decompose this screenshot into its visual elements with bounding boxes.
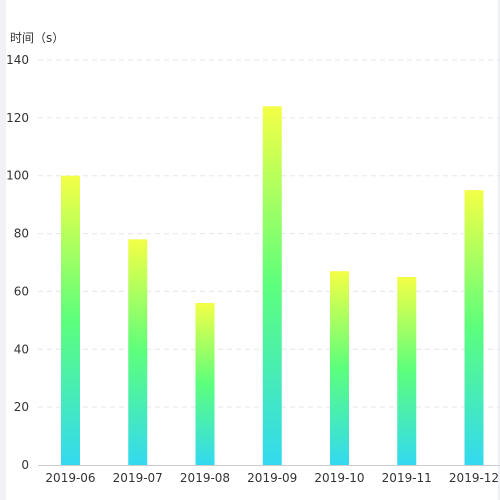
left-border: [0, 0, 6, 500]
bars: [61, 106, 484, 466]
y-tick-label: 20: [14, 400, 29, 414]
y-axis-title: 时间（s）: [10, 31, 64, 45]
y-tick-label: 40: [14, 342, 29, 356]
x-tick-label: 2019-12: [449, 471, 499, 485]
grid-layer: [38, 59, 500, 466]
bar-2019-12[interactable]: [464, 190, 484, 465]
y-tick-label: 100: [6, 169, 29, 183]
bar-2019-10[interactable]: [330, 271, 349, 465]
bar-2019-09[interactable]: [262, 106, 282, 466]
y-tick-label: 120: [6, 111, 29, 125]
y-tick-label: 60: [14, 284, 29, 298]
y-tick-label: 140: [6, 53, 29, 67]
right-border: [498, 0, 500, 500]
x-tick-labels: 2019-06 2019-07 2019-08 2019-09 2019-10 2019-…: [45, 471, 499, 485]
x-tick-label: 2019-06: [45, 471, 95, 485]
x-tick-label: 2019-09: [247, 471, 297, 485]
y-tick-label: 0: [21, 458, 29, 472]
x-tick-label: 2019-07: [113, 471, 163, 485]
bar-2019-08[interactable]: [195, 303, 215, 465]
y-tick-label: 80: [14, 227, 29, 241]
bar-2019-11[interactable]: [397, 276, 417, 465]
y-tick-labels: 0 20 40 60 80 100 120 140: [6, 53, 29, 472]
bar-2019-07[interactable]: [128, 239, 148, 465]
bar-2019-06[interactable]: [61, 175, 80, 465]
x-tick-label: 2019-10: [314, 471, 364, 485]
x-tick-label: 2019-11: [382, 471, 432, 485]
x-tick-label: 2019-08: [180, 471, 230, 485]
